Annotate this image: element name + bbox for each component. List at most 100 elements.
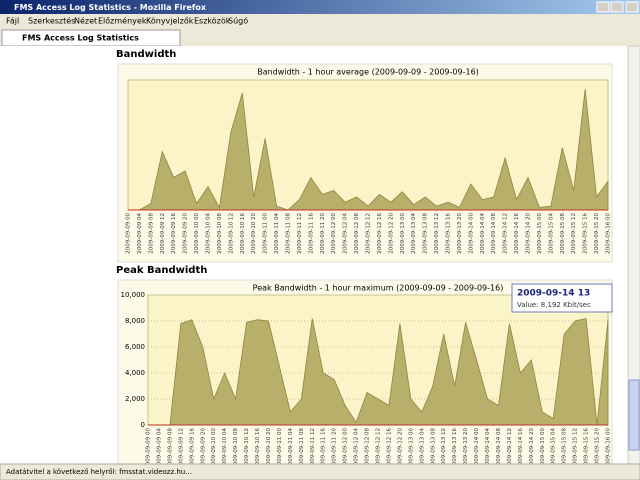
x-tick-label: 2009-09-11 20 [320,213,326,254]
x-tick-label: 2009-09-12 20 [397,428,403,469]
x-tick-label: 2009-09-14 16 [518,428,524,469]
title-bar [0,0,640,14]
menu-item[interactable]: Előzmények [98,16,147,26]
section-heading: Peak Bandwidth [116,265,207,276]
x-tick-label: 2009-09-14 00 [474,428,480,469]
x-tick-label: 2009-09-14 12 [503,213,509,254]
window-title: FMS Access Log Statistics - Mozilla Fire… [14,3,207,12]
x-tick-label: 2009-09-15 20 [595,428,601,469]
x-tick-label: 2009-09-11 16 [308,213,314,254]
x-tick-label: 2009-09-10 00 [194,213,200,254]
x-tick-label: 2009-09-15 08 [560,213,566,254]
x-tick-label: 2009-09-13 04 [411,213,417,254]
x-tick-label: 2009-09-10 04 [206,213,212,254]
x-tick-label: 2009-09-13 20 [457,213,463,254]
x-tick-label: 2009-09-10 20 [266,428,272,469]
x-tick-label: 2009-09-15 04 [551,428,557,469]
x-tick-label: 2009-09-09 12 [178,428,184,469]
x-tick-label: 2009-09-13 04 [419,428,425,469]
area [128,89,609,211]
x-tick-label: 2009-09-11 16 [321,428,327,469]
x-tick-label: 2009-09-15 16 [584,428,590,469]
x-tick-label: 2009-09-11 04 [274,213,280,254]
section-heading: Bandwidth [116,49,176,60]
x-tick-label: 2009-09-12 04 [354,428,360,469]
x-tick-label: 2009-09-09 08 [148,213,154,254]
tooltip [511,283,613,313]
x-tick-label: 2009-09-12 00 [331,213,337,254]
minimize-button[interactable] [596,1,610,13]
x-tick-label: 2009-09-10 00 [211,428,217,469]
y-tick-label: 10,000 [121,291,146,299]
x-tick-label: 2009-09-15 08 [562,428,568,469]
y-tick-label: 2,000 [125,395,145,403]
menu-item[interactable]: Könyvjelzők [146,17,194,26]
x-tick-label: 2009-09-13 16 [446,213,452,254]
x-tick-label: 2009-09-14 08 [496,428,502,469]
x-tick-label: 2009-09-09 20 [183,213,189,254]
x-tick-label: 2009-09-12 08 [354,213,360,254]
y-tick-label: 6,000 [125,343,145,351]
x-tick-label: 2009-09-12 16 [386,428,392,469]
y-tick-label: 0 [141,421,145,429]
x-tick-label: 2009-09-12 00 [343,428,349,469]
x-tick-label: 2009-09-13 08 [423,213,429,254]
x-tick-label: 2009-09-12 16 [377,213,383,254]
x-tick-label: 2009-09-09 08 [167,428,173,469]
x-tick-label: 2009-09-10 08 [233,428,239,469]
status-text: Adatátvitel a következő helyről: fmsstat… [6,467,192,476]
x-tick-label: 2009-09-09 00 [146,428,152,469]
x-tick-label: 2009-09-10 12 [244,428,250,469]
x-tick-label: 2009-09-14 00 [468,213,474,254]
x-tick-label: 2009-09-11 12 [297,213,303,254]
x-tick-label: 2009-09-12 12 [366,213,372,254]
x-tick-label: 2009-09-14 20 [529,428,535,469]
x-tick-label: 2009-09-11 00 [263,213,269,254]
menu-item[interactable]: Szerkesztés [28,16,75,26]
x-tick-label: 2009-09-13 20 [463,428,469,469]
x-tick-label: 2009-09-15 04 [548,213,554,254]
x-tick-label: 2009-09-13 00 [408,428,414,469]
x-tick-label: 2009-09-14 20 [526,213,532,254]
x-tick-label: 2009-09-10 04 [222,428,228,469]
x-tick-label: 2009-09-15 00 [540,428,546,469]
x-tick-label: 2009-09-14 08 [491,213,497,254]
x-tick-label: 2009-09-10 08 [217,213,223,254]
x-tick-label: 2009-09-12 20 [388,213,394,254]
plot-area [127,79,609,211]
x-tick-label: 2009-09-09 16 [189,428,195,469]
menu-item[interactable]: Eszközök [194,17,231,26]
x-tick-label: 2009-09-14 12 [507,428,513,469]
maximize-button[interactable] [610,1,624,13]
x-tick-label: 2009-09-11 08 [299,428,305,469]
x-tick-label: 2009-09-09 16 [171,213,177,254]
x-tick-label: 2009-09-13 12 [434,213,440,254]
tab-title: FMS Access Log Statistics [22,34,139,43]
x-tick-label: 2009-09-14 16 [514,213,520,254]
y-tick-label: 8,000 [125,317,145,325]
x-tick-label: 2009-09-16 00 [606,428,612,469]
scrollbar-thumb[interactable] [628,379,640,451]
x-tick-label: 2009-09-09 12 [160,213,166,254]
menu-item[interactable]: Fájl [6,17,19,26]
x-tick-label: 2009-09-15 20 [594,213,600,254]
x-tick-label: 2009-09-16 00 [606,213,612,254]
x-tick-label: 2009-09-09 00 [126,213,132,254]
x-tick-label: 2009-09-12 08 [365,428,371,469]
tooltip-text: Value: 8,192 Kbit/sec [517,301,591,309]
menu-item[interactable]: Súgó [228,16,248,26]
x-tick-label: 2009-09-11 04 [288,428,294,469]
menu-item[interactable]: Nézet [74,16,97,26]
x-tick-label: 2009-09-13 12 [441,428,447,469]
x-tick-label: 2009-09-10 16 [255,428,261,469]
x-tick-label: 2009-09-14 04 [480,213,486,254]
x-tick-label: 2009-09-10 16 [240,213,246,254]
close-button[interactable] [625,1,639,13]
x-tick-label: 2009-09-09 20 [200,428,206,469]
x-tick-label: 2009-09-13 00 [400,213,406,254]
y-tick-label: 4,000 [125,369,145,377]
chart-title: Bandwidth - 1 hour average (2009-09-09 -… [257,68,479,77]
